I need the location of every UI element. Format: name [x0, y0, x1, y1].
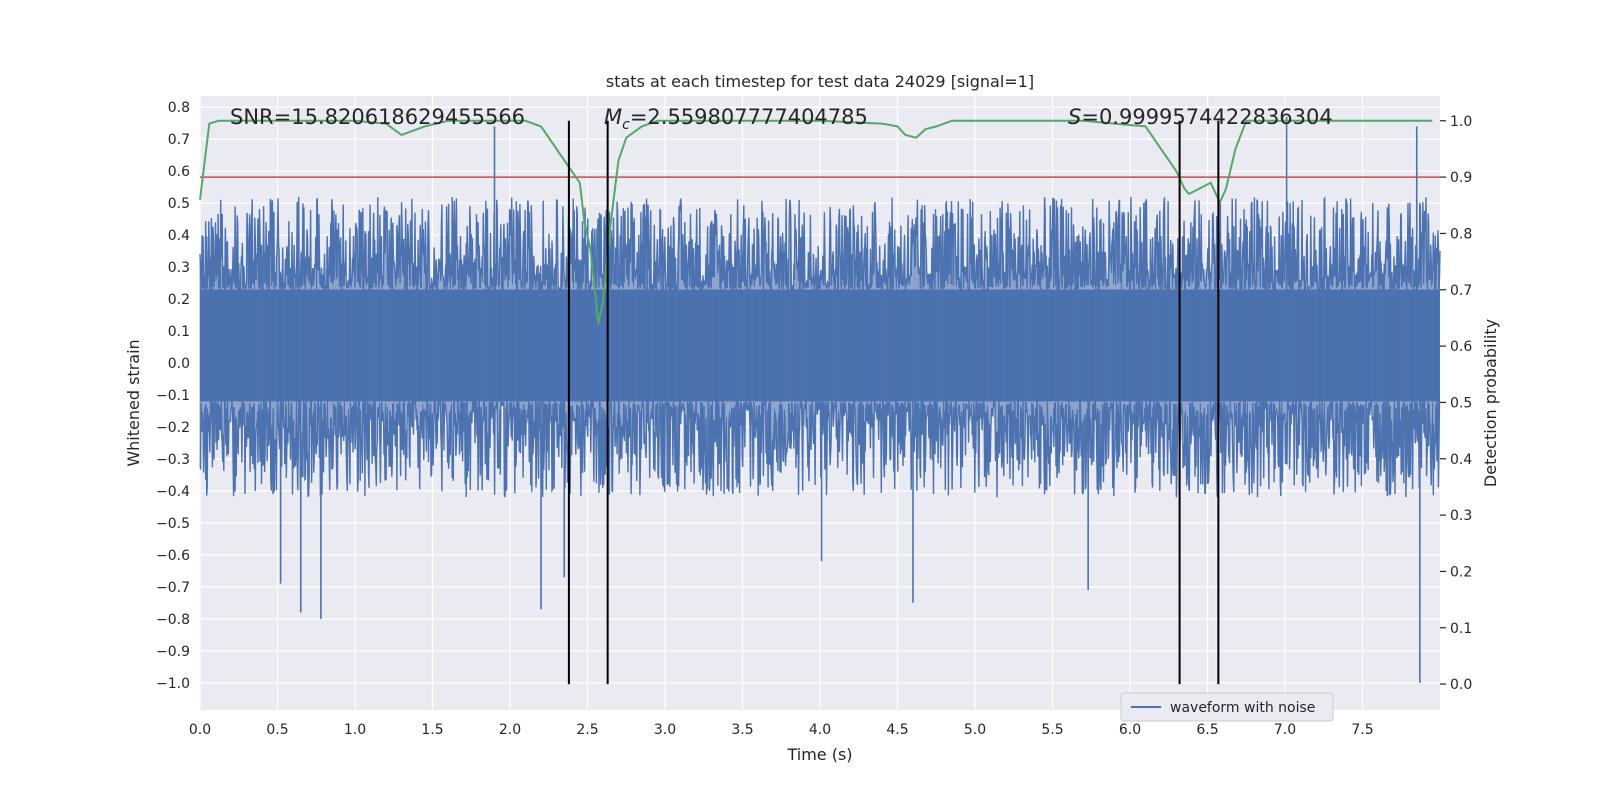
x-axis-label: Time (s) — [786, 745, 852, 764]
x-tick-label: 5.0 — [964, 722, 986, 738]
x-tick-label: 2.0 — [499, 722, 521, 738]
y2-tick-label: 0.8 — [1450, 226, 1472, 242]
y-tick-label: 0.2 — [168, 292, 190, 308]
x-tick-label: 1.0 — [344, 722, 366, 738]
y-tick-label: −0.7 — [156, 580, 190, 596]
stat-value: =0.9999574422836304 — [1081, 105, 1332, 129]
y-tick-label: 0.6 — [168, 164, 190, 180]
y-tick-label: 0.1 — [168, 324, 190, 340]
y2-axis-label: Detection probability — [1481, 319, 1500, 487]
x-tick-label: 3.5 — [731, 722, 753, 738]
stat-symbol: S — [1068, 105, 1081, 129]
y2-tick-label: 0.7 — [1450, 283, 1472, 299]
y-tick-label: 0.3 — [168, 260, 190, 276]
y-axis-label: Whitened strain — [124, 339, 143, 466]
y2-tick-label: 0.5 — [1450, 395, 1472, 411]
chirp-mass-symbol: M — [604, 105, 622, 129]
y-axis-ticks: 0.8 0.7 0.6 0.5 0.4 0.3 0.2 0.1 0.0 −0.1 −0.2 −0.3 −… — [156, 100, 190, 692]
y2-tick-label: 0.1 — [1450, 621, 1472, 637]
y-tick-label: −0.1 — [156, 388, 190, 404]
probability-line — [199, 119, 1433, 325]
chirp-mass-value: =2.559807777404785 — [630, 105, 868, 129]
y2-tick-label: 0.9 — [1450, 170, 1472, 186]
y2-tick-label: 0.4 — [1450, 452, 1472, 468]
y-tick-label: −0.8 — [156, 612, 190, 628]
y2-tick-label: 0.6 — [1450, 339, 1472, 355]
y-tick-label: 0.7 — [168, 132, 190, 148]
x-tick-label: 4.5 — [886, 722, 908, 738]
y-tick-label: 0.5 — [168, 196, 190, 212]
y-tick-label: −0.3 — [156, 452, 190, 468]
y2-tick-label: 1.0 — [1450, 114, 1472, 130]
x-tick-label: 3.0 — [654, 722, 676, 738]
waveform-upper-trace — [199, 196, 1441, 293]
x-tick-label: 2.5 — [576, 722, 598, 738]
snr-annotation: SNR=15.820618629455566 — [230, 105, 525, 129]
x-tick-label: 6.5 — [1196, 722, 1218, 738]
y-tick-label: −0.5 — [156, 516, 190, 532]
y-tick-label: 0.8 — [168, 100, 190, 116]
x-tick-label: 7.0 — [1274, 722, 1296, 738]
x-tick-label: 5.5 — [1041, 722, 1063, 738]
y-tick-label: −1.0 — [156, 676, 190, 692]
y-tick-label: 0.4 — [168, 228, 190, 244]
y2-tick-label: 0.3 — [1450, 508, 1472, 524]
legend-entry: waveform with noise — [1170, 700, 1315, 716]
x-tick-label: 1.5 — [421, 722, 443, 738]
boundary-lines — [567, 120, 1220, 685]
x-tick-label: 0.0 — [189, 722, 211, 738]
y2-axis-ticks: 1.0 0.9 0.8 0.7 0.6 0.5 0.4 0.3 0.2 0.1 0.0 — [1440, 114, 1472, 693]
probability-series — [199, 119, 1433, 325]
x-tick-label: 7.5 — [1351, 722, 1373, 738]
legend-box — [1120, 692, 1334, 722]
x-tick-label: 0.5 — [266, 722, 288, 738]
y2-tick-label: 0.0 — [1450, 677, 1472, 693]
legend: waveform with noise — [1120, 692, 1334, 722]
x-tick-label: 4.0 — [809, 722, 831, 738]
chirp-mass-subscript: c — [622, 117, 630, 133]
chirp-mass-annotation: Mc=2.559807777404785 — [604, 105, 868, 133]
waveform-series — [199, 116, 1441, 683]
y2-tick-label: 0.2 — [1450, 564, 1472, 580]
stat-annotation: S=0.9999574422836304 — [1068, 105, 1333, 129]
y-tick-label: −0.4 — [156, 484, 190, 500]
y-tick-label: 0.0 — [168, 356, 190, 372]
y-tick-label: −0.2 — [156, 420, 190, 436]
x-tick-label: 6.0 — [1119, 722, 1141, 738]
x-axis-ticks: 0.0 0.5 1.0 1.5 2.0 2.5 3.0 3.5 4.0 4.5 5.0 5.5 6.0 6… — [189, 722, 1374, 738]
chart-title: stats at each timestep for test data 240… — [606, 72, 1034, 91]
y-tick-label: −0.6 — [156, 548, 190, 564]
y-tick-label: −0.9 — [156, 644, 190, 660]
